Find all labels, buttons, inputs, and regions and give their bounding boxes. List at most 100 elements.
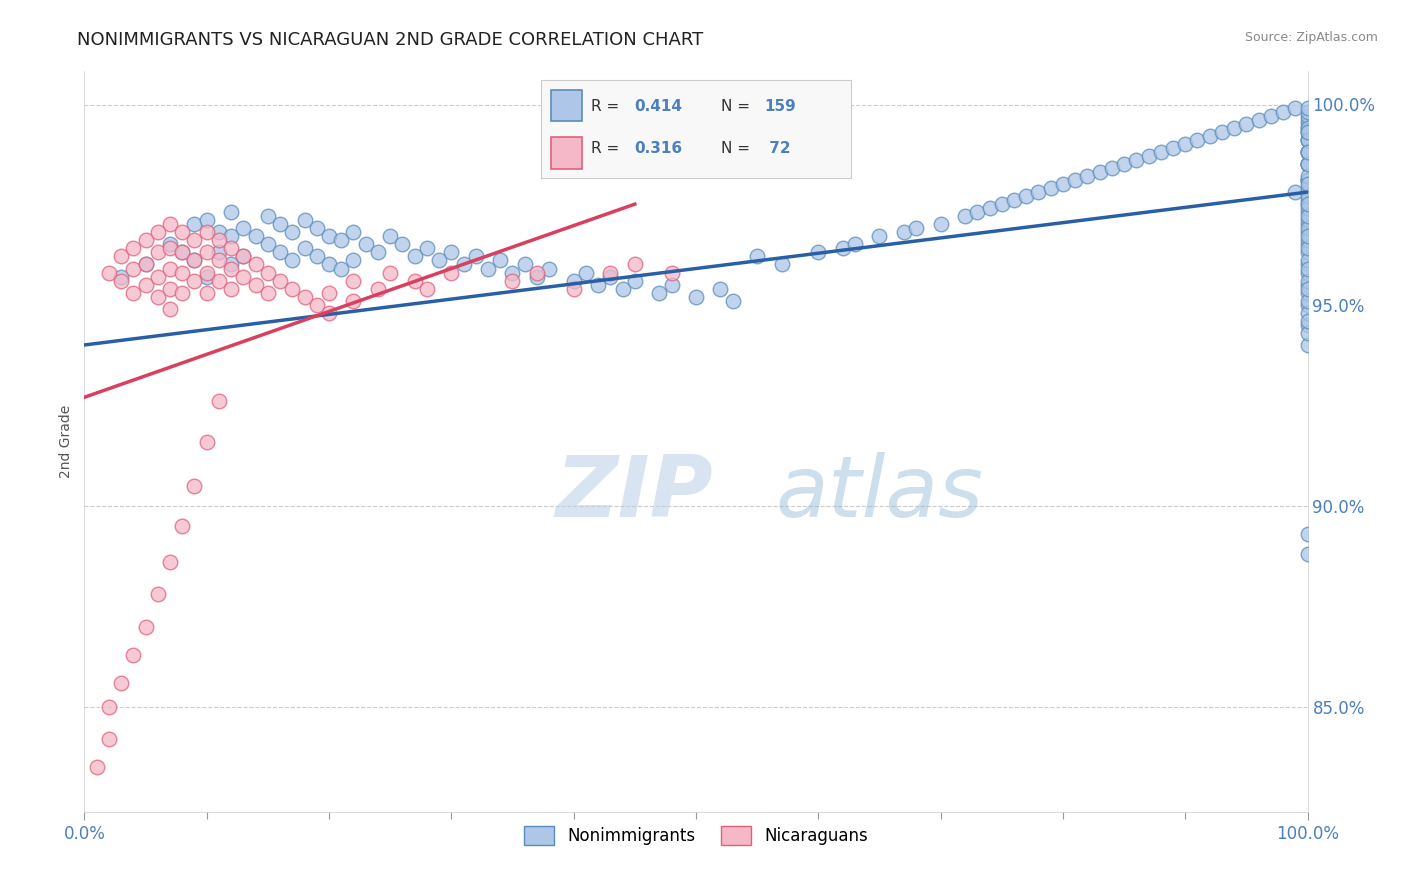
Point (135, 258, 157, 272)
Point (245, 277, 267, 292)
Point (269, 274, 291, 288)
Point (219, 261, 242, 276)
Point (453, 258, 475, 272)
Point (905, 221, 928, 235)
Point (1296, 133, 1319, 147)
Point (599, 269, 621, 284)
Point (612, 282, 634, 296)
Point (1296, 120, 1319, 135)
Point (172, 245, 194, 260)
Point (1296, 205, 1319, 219)
Point (305, 250, 328, 264)
Point (183, 233, 205, 247)
Point (135, 277, 157, 292)
Point (979, 201, 1001, 215)
Point (159, 555, 181, 569)
Point (232, 221, 254, 235)
Point (1296, 133, 1319, 147)
Point (661, 266, 683, 280)
Point (1284, 185, 1306, 199)
Text: 72: 72 (763, 142, 790, 156)
Point (1002, 193, 1025, 207)
Point (586, 277, 609, 292)
Point (1296, 229, 1319, 244)
Point (1039, 181, 1062, 195)
Point (1296, 145, 1319, 159)
Point (1296, 125, 1319, 139)
Point (342, 253, 364, 268)
Point (1296, 157, 1319, 171)
Text: ZIP: ZIP (555, 452, 713, 535)
Point (159, 241, 181, 255)
Point (416, 282, 439, 296)
Point (208, 225, 231, 239)
Point (195, 285, 218, 300)
Point (648, 285, 671, 300)
Point (305, 221, 328, 235)
Point (1247, 112, 1270, 127)
Point (1296, 285, 1319, 300)
Point (538, 261, 561, 276)
Text: R =: R = (591, 142, 624, 156)
Point (1296, 157, 1319, 171)
Point (195, 269, 218, 284)
Point (135, 620, 157, 634)
Point (122, 648, 145, 662)
Point (807, 245, 830, 260)
Point (257, 237, 280, 252)
Point (709, 282, 731, 296)
Point (624, 274, 647, 288)
Point (1296, 209, 1319, 223)
Point (135, 258, 157, 272)
Point (526, 266, 548, 280)
Point (1296, 298, 1319, 312)
Point (281, 225, 304, 239)
Point (929, 217, 952, 231)
Point (1296, 527, 1319, 541)
Point (318, 285, 340, 300)
Text: R =: R = (591, 99, 624, 114)
Point (416, 241, 439, 255)
Point (305, 298, 328, 312)
Point (1296, 253, 1319, 268)
Point (953, 209, 976, 223)
Point (269, 217, 291, 231)
Point (1296, 173, 1319, 187)
Point (1296, 237, 1319, 252)
Point (464, 250, 486, 264)
Point (208, 274, 231, 288)
Point (404, 274, 426, 288)
Point (172, 519, 194, 533)
Point (1296, 282, 1319, 296)
Point (110, 250, 132, 264)
Point (1284, 101, 1306, 115)
Point (110, 269, 132, 284)
Point (1015, 189, 1038, 203)
Point (1296, 201, 1319, 215)
Point (172, 285, 194, 300)
Point (281, 253, 304, 268)
Point (183, 479, 205, 493)
Point (318, 258, 340, 272)
Point (183, 253, 205, 268)
Point (1296, 145, 1319, 159)
Point (1296, 104, 1319, 119)
Point (966, 205, 988, 219)
Y-axis label: 2nd Grade: 2nd Grade (59, 405, 73, 478)
Point (1296, 318, 1319, 332)
Point (1137, 149, 1160, 163)
Point (624, 258, 647, 272)
Point (208, 233, 231, 247)
Point (1223, 120, 1246, 135)
Point (110, 676, 132, 690)
Point (1296, 274, 1319, 288)
Point (1296, 145, 1319, 159)
Point (208, 394, 231, 409)
Point (281, 282, 304, 296)
Point (1296, 293, 1319, 308)
Point (661, 277, 683, 292)
Point (183, 253, 205, 268)
Point (1296, 109, 1319, 123)
Point (195, 225, 218, 239)
Point (1296, 173, 1319, 187)
